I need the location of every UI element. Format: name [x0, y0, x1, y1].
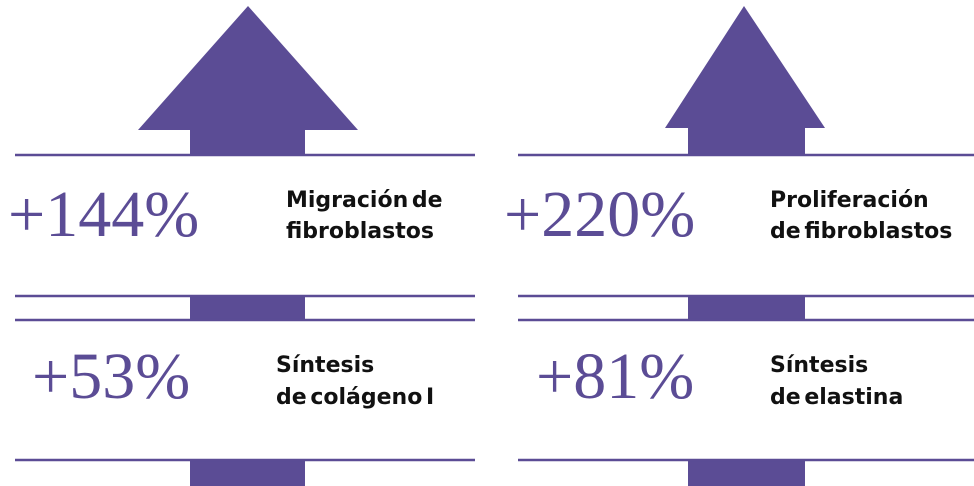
stat-label: Migración de — [286, 188, 443, 213]
stat-value: +144% — [8, 178, 199, 251]
stat-value: +53% — [32, 340, 190, 413]
shaft-segment — [688, 296, 805, 320]
shaft-segment — [190, 460, 305, 486]
stat-label: Proliferación — [770, 188, 929, 213]
arrow-left — [138, 6, 358, 155]
stat-label: de elastina — [770, 385, 903, 410]
shaft-segment — [190, 296, 305, 320]
shaft-segment — [688, 460, 805, 486]
arrow-right — [665, 6, 825, 155]
stat-label: Síntesis — [770, 353, 868, 378]
divider-lines — [15, 153, 974, 462]
stat-label: Síntesis — [276, 353, 374, 378]
stat-label: fibroblastos — [286, 219, 434, 244]
arrows — [138, 6, 825, 486]
stat-label: de colágeno I — [276, 385, 434, 410]
stat-value: +81% — [536, 340, 694, 413]
stat-value: +220% — [504, 178, 695, 251]
stat-label: de fibroblastos — [770, 219, 952, 244]
